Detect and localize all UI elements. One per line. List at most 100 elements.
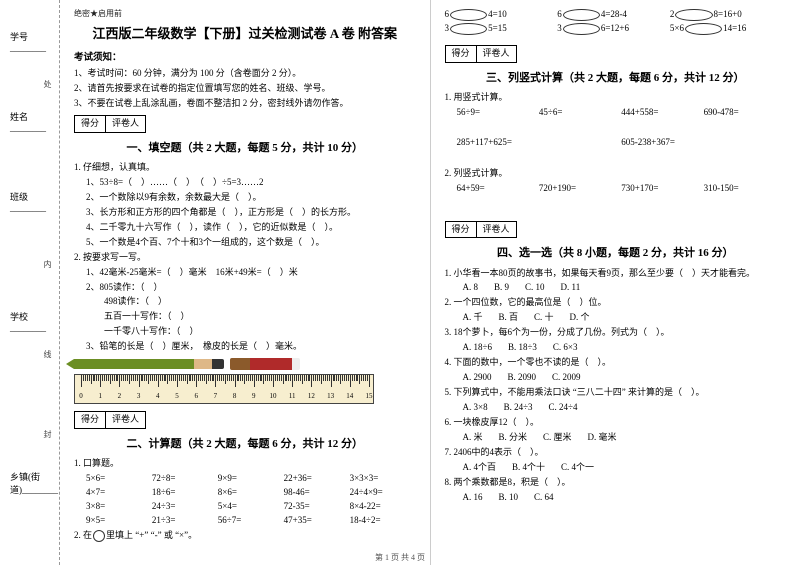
mcq-option: C. 厘米 <box>543 431 572 445</box>
eq: 4×7= <box>86 486 152 500</box>
mcq-list: 1. 小华看一本80页的故事书，如果每天看9页，那么至少要（ ）天才能看完。A.… <box>445 267 787 505</box>
sec2-q2: 2. 在里填上 “+” “-” 或 “×”。 <box>74 529 416 543</box>
circle-eq: 35=15 <box>445 22 558 36</box>
mcq-option: C. 4个一 <box>561 461 594 475</box>
mcq-question: 5. 下列算式中，不能用乘法口诀 “三八二十四” 来计算的是（ ）。 <box>445 386 787 400</box>
notice-item: 3、不要在试卷上乱涂乱画，卷面不整洁扣 2 分，密封线外请勿作答。 <box>74 97 416 111</box>
q1-item: 1、53÷8=（ ）……（ ） （ ）÷5=3……2 <box>86 176 416 190</box>
eq: 72÷8= <box>152 472 218 486</box>
eq: 24÷4×9= <box>350 486 416 500</box>
eq-row: 285+117+625= 605-238+367= <box>445 136 787 150</box>
q1-item: 4、二千零九十六写作（ ），读作（ ），它的近似数是（ ）。 <box>86 221 416 235</box>
q2-lead: 2. 按要求写一写。 <box>74 251 416 265</box>
mcq-question: 1. 小华看一本80页的故事书，如果每天看9页，那么至少要（ ）天才能看完。 <box>445 267 787 281</box>
mark: 内 <box>42 260 53 268</box>
sec2-q2-tail: 里填上 “+” “-” 或 “×”。 <box>106 530 197 540</box>
field-school: 学校________ <box>10 310 59 333</box>
eraser-icon <box>230 358 300 370</box>
mcq-option: D. 11 <box>561 281 581 295</box>
eq-row: 3×8=24÷3=5×4=72-35=8×4-22= <box>86 500 416 514</box>
score-label: 得分 <box>75 412 106 428</box>
eq: 18÷6= <box>152 486 218 500</box>
page-footer: 第 1 页 共 4 页 <box>0 552 800 563</box>
eq-row: 5×6=72÷8=9×9=22+36=3×3×3= <box>86 472 416 486</box>
circle-blank-icon <box>93 530 105 542</box>
eq-row: 64=1064=28-428=16+0 <box>445 8 787 22</box>
mcq-options: A. 18÷6B. 18÷3C. 6×3 <box>445 341 787 355</box>
mcq-option: C. 24÷4 <box>549 401 578 415</box>
eq: 22+36= <box>284 472 350 486</box>
eq: 8×4-22= <box>350 500 416 514</box>
mcq-question: 2. 一个四位数，它的最高位是（ ）位。 <box>445 296 787 310</box>
score-label: 得分 <box>446 222 477 238</box>
eq-row: 4×7=18÷6=8×6=98-46=24÷4×9= <box>86 486 416 500</box>
eq: 3×3×3= <box>350 472 416 486</box>
left-column: 绝密★启用前 江西版二年级数学【下册】过关检测试卷 A 卷 附答案 考试须知： … <box>60 0 431 565</box>
field-id: 学号________ <box>10 30 59 53</box>
field-name: 姓名________ <box>10 110 59 133</box>
mcq-option: A. 千 <box>463 311 483 325</box>
section-3-title: 三、列竖式计算（共 2 大题，每题 6 分，共计 12 分） <box>445 70 787 87</box>
eq-row: 64+59= 720+190= 730+170= 310-150= <box>445 182 787 196</box>
mcq-options: A. 3×8B. 24÷3C. 24÷4 <box>445 401 787 415</box>
mcq-option: B. 4个十 <box>512 461 545 475</box>
mcq-option: A. 16 <box>463 491 483 505</box>
circle-eq: 36=12+6 <box>557 22 670 36</box>
eq: 605-238+367= <box>621 136 786 150</box>
circle-eq: 64=10 <box>445 8 558 22</box>
q1-item: 3、长方形和正方形的四个角都是（ ），正方形是（ ）的长方形。 <box>86 206 416 220</box>
field-town: 乡镇(街道)________ <box>10 470 59 496</box>
mcq-option: A. 8 <box>463 281 479 295</box>
eq: 56÷7= <box>218 514 284 528</box>
score-label: 得分 <box>75 116 106 132</box>
notice-item: 2、请首先按要求在试卷的指定位置填写您的姓名、班级、学号。 <box>74 82 416 96</box>
mcq-question: 3. 18个萝卜，每6个为一份，分成了几份。列式为（ ）。 <box>445 326 787 340</box>
mcq-option: A. 4个百 <box>463 461 497 475</box>
ruler-figure: 0123456789101112131415 <box>74 358 416 404</box>
q2-item: 3、铅笔的长是（ ）厘米， 橡皮的长是（ ）毫米。 <box>86 340 416 354</box>
mcq-option: D. 毫米 <box>588 431 617 445</box>
binding-column: 学号________ 姓名________ 班级________ 学校_____… <box>0 0 60 565</box>
eq: 285+117+625= <box>457 136 622 150</box>
eq: 9×5= <box>86 514 152 528</box>
eq: 21÷3= <box>152 514 218 528</box>
mcq-question: 4. 下面的数中，一个零也不读的是（ ）。 <box>445 356 787 370</box>
eq: 5×6= <box>86 472 152 486</box>
marker-label: 评卷人 <box>477 46 516 62</box>
sec3-q1-lead: 1. 用竖式计算。 <box>445 91 787 105</box>
marker-label: 评卷人 <box>477 222 516 238</box>
score-box: 得分 评卷人 <box>445 221 517 239</box>
mcq-options: A. 4个百 B. 4个十 C. 4个一 <box>445 461 787 475</box>
eq: 9×9= <box>218 472 284 486</box>
circle-eq: 5×614=16 <box>670 22 783 36</box>
calc-grid: 5×6=72÷8=9×9=22+36=3×3×3=4×7=18÷6=8×6=98… <box>74 472 416 528</box>
eq: 72-35= <box>284 500 350 514</box>
secret-label: 绝密★启用前 <box>74 8 416 20</box>
q1-lead: 1. 仔细想，认真填。 <box>74 161 416 175</box>
score-label: 得分 <box>446 46 477 62</box>
mcq-options: A. 8 B. 9 C. 10 D. 11 <box>445 281 787 295</box>
q2-item: 五百一十写作：（ ） <box>86 310 416 324</box>
mcq-option: C. 10 <box>525 281 545 295</box>
q1-item: 2、一个数除以9有余数，余数最大是（ ）。 <box>86 191 416 205</box>
mark: 线 <box>42 350 53 358</box>
mcq-option: A. 米 <box>463 431 483 445</box>
circle-eq: 64=28-4 <box>557 8 670 22</box>
mcq-option: B. 9 <box>494 281 509 295</box>
mcq-option: C. 6×3 <box>553 341 578 355</box>
section-2-title: 二、计算题（共 2 大题，每题 6 分，共计 12 分） <box>74 436 416 453</box>
eq: 310-150= <box>704 182 786 196</box>
score-box: 得分 评卷人 <box>74 115 146 133</box>
q2-item: 1、42毫米-25毫米=（ ）毫米 16米+49米=（ ）米 <box>86 266 416 280</box>
eq-row: 56÷9= 45÷6= 444+558= 690-478= <box>445 106 787 120</box>
q1-item: 5、一个数是4个百、7个十和3个一组成的，这个数是（ ）。 <box>86 236 416 250</box>
mcq-option: C. 64 <box>534 491 554 505</box>
mcq-options: A. 2900B. 2090C. 2009 <box>445 371 787 385</box>
mcq-question: 7. 2406中的4表示（ ）。 <box>445 446 787 460</box>
mcq-option: A. 3×8 <box>463 401 488 415</box>
sec2-q1-lead: 1. 口算题。 <box>74 457 416 471</box>
exam-title: 江西版二年级数学【下册】过关检测试卷 A 卷 附答案 <box>74 24 416 44</box>
eq: 720+190= <box>539 182 621 196</box>
q2-item: 一千零八十写作：（ ） <box>86 325 416 339</box>
mcq-option: C. 十 <box>534 311 554 325</box>
